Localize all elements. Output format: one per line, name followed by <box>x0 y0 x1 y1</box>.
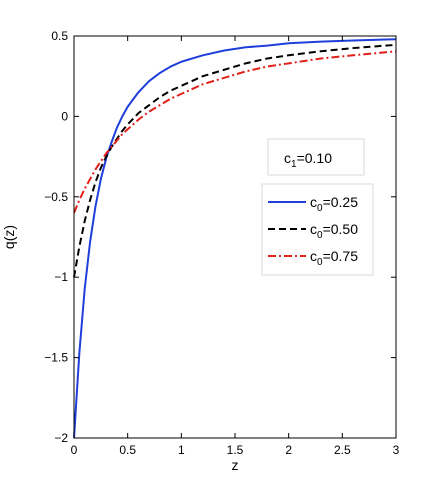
x-tick-label: 3 <box>393 443 400 457</box>
legend-label-2: c0=0.50 <box>310 221 358 241</box>
y-tick-label: −0.5 <box>44 190 68 204</box>
x-tick-label: 0.5 <box>119 443 136 457</box>
x-tick-label: 1.5 <box>227 443 244 457</box>
series-layer <box>73 38 397 439</box>
series-line-2 <box>73 43 397 278</box>
y-tick-label: 0 <box>61 109 68 123</box>
y-axis-ticks: −2 −1.5 −1 −0.5 0 0.5 <box>44 29 396 445</box>
legend-items: c0=0.25 c0=0.50 c0=0.75 <box>268 194 358 268</box>
x-tick-label: 2 <box>285 443 292 457</box>
annotation-text: c1=0.10 <box>284 150 332 170</box>
annotation-main: c <box>284 150 291 166</box>
y-tick-label: 0.5 <box>51 29 68 43</box>
y-tick-label: −2 <box>54 431 68 445</box>
x-axis-label: z <box>232 457 239 473</box>
legend: c0=0.25 c0=0.50 c0=0.75 <box>261 183 374 276</box>
legend-label-3: c0=0.75 <box>310 248 358 268</box>
annotation-sub: 1 <box>291 159 297 170</box>
y-tick-label: −1 <box>54 270 68 284</box>
series-line-3 <box>73 50 397 214</box>
x-tick-label: 0 <box>71 443 78 457</box>
x-axis-ticks: 0 0.5 1 1.5 2 2.5 3 <box>71 36 400 457</box>
y-tick-label: −1.5 <box>44 351 68 365</box>
y-axis-label: q(z) <box>1 225 17 249</box>
legend-label-1: c0=0.25 <box>310 194 358 214</box>
annotation-suffix: =0.10 <box>297 150 333 166</box>
x-tick-label: 1 <box>178 443 185 457</box>
series-line-1 <box>73 38 397 439</box>
annotation-frame <box>267 138 365 176</box>
x-tick-label: 2.5 <box>334 443 351 457</box>
annotation-box: c1=0.10 <box>267 138 365 176</box>
